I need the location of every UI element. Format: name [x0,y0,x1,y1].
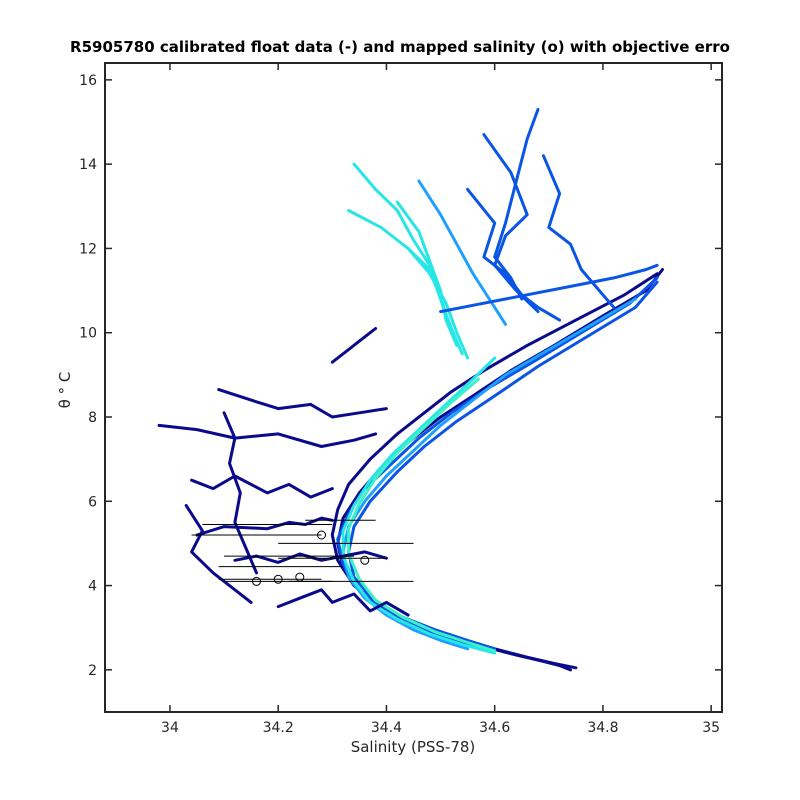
profile-line-10 [190,474,334,499]
mapped-point-2 [273,574,283,584]
profile-line-16 [330,327,378,364]
mapped-points-layer [252,530,370,586]
profile-line-7 [347,377,497,653]
profile-line-11 [157,423,378,448]
profile-line-17 [493,107,540,301]
x-axis-ticks: 34 34.2 34.4 34.6 34.8 35 [161,63,720,736]
chart-title: R5905780 calibrated float data (-) and m… [70,38,730,56]
mapped-point-5 [360,555,370,565]
plot-frame [104,62,723,713]
y-tick-label-3: 6 [88,494,97,510]
mapped-point-3 [295,572,305,582]
profile-line-23 [347,209,464,356]
x-tick-label-5: 34.8 [587,720,618,736]
y-axis-ticks: 2 4 6 8 10 12 14 16 [79,73,722,679]
profile-line-12 [222,411,258,575]
profile-line-14 [184,504,253,604]
y-tick-label-6: 12 [79,241,97,257]
profile-line-15 [276,588,410,617]
profile-line-9 [233,550,388,564]
y-tick-label-2: 4 [88,579,97,595]
profile-line-13 [217,388,388,419]
profile-line-8 [195,516,334,537]
x-tick-label-4: 34.6 [479,720,510,736]
profile-line-5 [341,297,637,651]
plot-area [104,62,723,713]
profile-line-20 [466,187,562,322]
y-tick-label-5: 10 [79,326,97,342]
x-tick-label-3: 34.4 [371,720,402,736]
series-layer [157,107,664,672]
x-tick-label-6: 35 [702,720,720,736]
mapped-point-4 [317,530,326,540]
y-tick-label-4: 8 [88,410,97,426]
mapped-point-1 [252,576,261,586]
plot-background [105,63,722,712]
x-tick-label-2: 34.2 [263,720,294,736]
y-tick-label-7: 14 [79,157,97,173]
profile-line-19 [482,133,540,314]
y-tick-label-8: 16 [79,73,97,89]
profile-line-6 [341,356,497,655]
y-axis-label: θ ° C [56,372,74,409]
profile-line-4 [347,280,659,649]
x-tick-label-1: 34 [161,720,179,736]
profile-line-26 [439,263,659,314]
y-tick-label-1: 2 [88,663,97,679]
x-axis-label: Salinity (PSS-78) [351,738,476,756]
errorbar-layer [191,519,414,582]
profile-line-21 [417,179,507,326]
profile-line-25 [406,246,470,360]
profile-line-24 [395,200,459,347]
profile-line-18 [541,154,616,309]
